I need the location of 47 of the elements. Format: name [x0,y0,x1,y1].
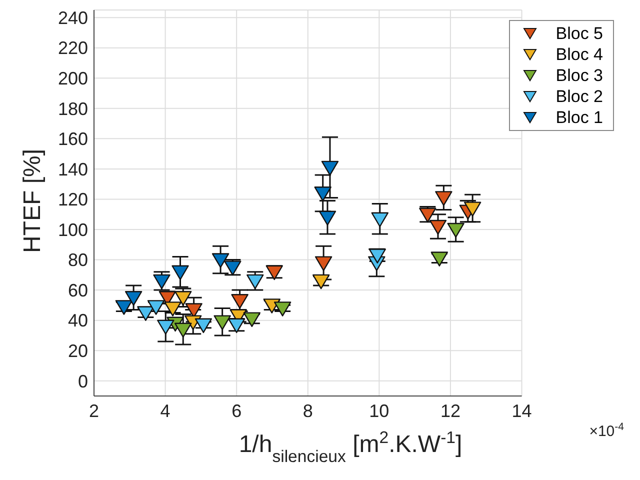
y-tick-label: 20 [68,340,88,361]
y-tick-label: 180 [58,98,88,119]
y-tick-label: 0 [78,371,88,392]
point [214,315,231,330]
x-tick-label: 2 [88,400,100,421]
point [263,298,280,314]
y-tick-label: 60 [68,280,88,300]
point [371,212,388,228]
x-tick-label: 12 [440,400,460,421]
point [429,220,447,235]
y-tick-label: 100 [58,220,88,240]
point [174,322,192,338]
point [157,320,174,335]
point [314,256,332,271]
x-tick-label: 8 [302,400,313,421]
y-tick-label: 120 [58,190,88,210]
legend-label: Bloc 2 [554,86,603,107]
y-tick-label: 160 [58,129,88,150]
x-tick-label: 6 [232,400,242,421]
legend-label: Bloc 5 [554,23,603,44]
point [435,191,452,206]
legend-label: Bloc 1 [554,107,603,128]
point [447,222,464,238]
point [124,291,142,306]
point [321,160,339,176]
y-tick-label: 80 [68,250,88,270]
point [212,253,230,268]
point [314,186,332,202]
y-tick-label: 140 [58,159,88,180]
x-tick-label: 14 [512,400,532,421]
legend-label: Bloc 3 [554,65,603,86]
y-tick-label: 220 [58,38,88,58]
y-tick-label: 40 [68,310,88,331]
y-tick-label: 240 [58,8,88,28]
legend-label: Bloc 4 [554,44,603,65]
x-axis-title: 1/h$_{silencieux}$ [m$^{2}$.K.W$^{-1}$] [238,428,462,466]
y-axis-title: HTEF [%] [19,148,46,254]
x-tick-label: 10 [369,400,390,421]
point [153,274,170,290]
point [318,210,336,226]
x-tick-label: 4 [160,400,170,421]
point [312,274,330,290]
point [464,202,482,216]
text: ×10$^{-4}$ [589,421,624,440]
point [172,265,189,280]
y-tick-label: 200 [58,68,88,89]
point [274,302,292,316]
